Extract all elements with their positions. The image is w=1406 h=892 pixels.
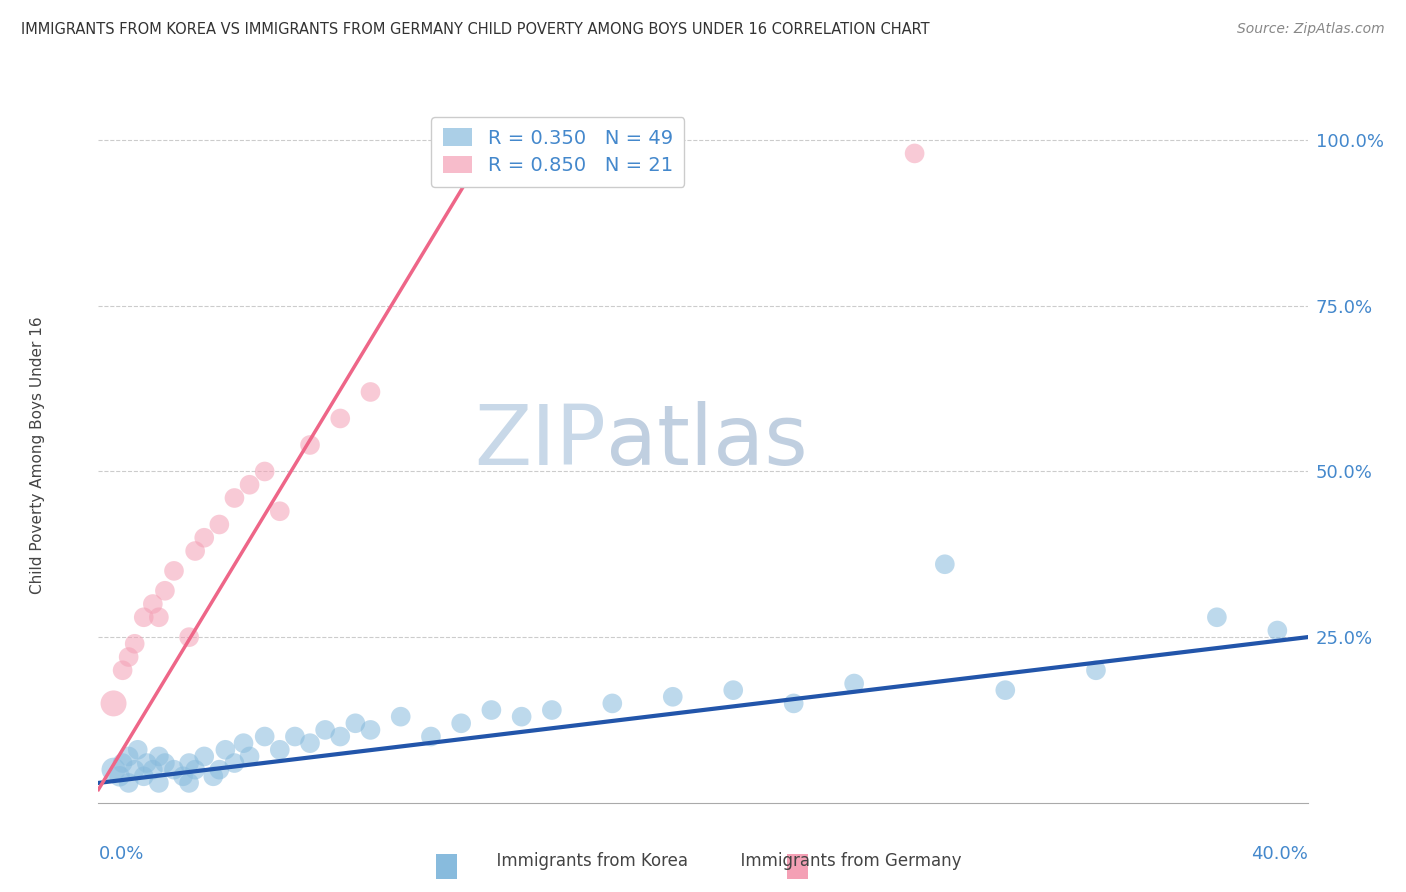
Point [177,756,201,770]
Point [184,544,207,558]
Point [389,709,412,723]
Point [782,697,804,711]
Point [344,716,367,731]
Point [314,723,336,737]
Point [177,630,201,644]
Point [108,769,131,783]
Point [329,730,352,744]
Point [1265,624,1288,638]
Point [132,610,155,624]
Point [481,703,503,717]
Point [239,477,262,491]
Text: Child Poverty Among Boys Under 16: Child Poverty Among Boys Under 16 [31,316,45,594]
Point [118,650,141,665]
Point [163,564,186,578]
Point [904,146,927,161]
Point [661,690,683,704]
Point [148,749,170,764]
Point [163,763,186,777]
Point [214,743,236,757]
Point [602,697,624,711]
Point [224,756,246,770]
Point [111,756,134,770]
Point [127,743,149,757]
Text: ZIP: ZIP [474,401,606,482]
Point [148,610,170,624]
Text: 40.0%: 40.0% [1251,845,1308,863]
Point [202,769,225,783]
Point [329,411,352,425]
Point [172,769,194,783]
Point [269,743,291,757]
Point [510,709,533,723]
Text: Immigrants from Korea          Immigrants from Germany: Immigrants from Korea Immigrants from Ge… [444,852,962,870]
Point [208,763,231,777]
Legend: R = 0.350   N = 49, R = 0.850   N = 21: R = 0.350 N = 49, R = 0.850 N = 21 [432,117,685,186]
Point [132,769,155,783]
Point [994,683,1017,698]
Point [934,558,956,572]
Point [721,683,744,698]
Text: 0.0%: 0.0% [98,845,143,863]
Point [1206,610,1229,624]
Point [124,637,146,651]
Point [299,438,322,452]
Point [253,730,276,744]
Text: atlas: atlas [606,401,808,482]
Point [193,531,215,545]
Point [540,703,562,717]
Point [299,736,322,750]
Point [419,730,441,744]
Point [118,749,141,764]
Point [269,504,291,518]
Point [844,676,866,690]
Point [177,776,201,790]
Point [239,749,262,764]
Point [450,716,472,731]
Point [208,517,231,532]
Point [360,384,382,399]
Text: Source: ZipAtlas.com: Source: ZipAtlas.com [1237,22,1385,37]
Point [1085,663,1108,677]
Point [103,763,125,777]
Point [284,730,307,744]
Point [148,776,170,790]
Point [142,763,165,777]
Point [111,663,134,677]
Point [142,597,165,611]
Point [135,756,157,770]
Point [232,736,254,750]
Point [193,749,215,764]
Text: IMMIGRANTS FROM KOREA VS IMMIGRANTS FROM GERMANY CHILD POVERTY AMONG BOYS UNDER : IMMIGRANTS FROM KOREA VS IMMIGRANTS FROM… [21,22,929,37]
Point [253,465,276,479]
Point [360,723,382,737]
Point [124,763,146,777]
Point [153,583,176,598]
Point [103,697,125,711]
Point [153,756,176,770]
Point [118,776,141,790]
Point [184,763,207,777]
Point [224,491,246,505]
